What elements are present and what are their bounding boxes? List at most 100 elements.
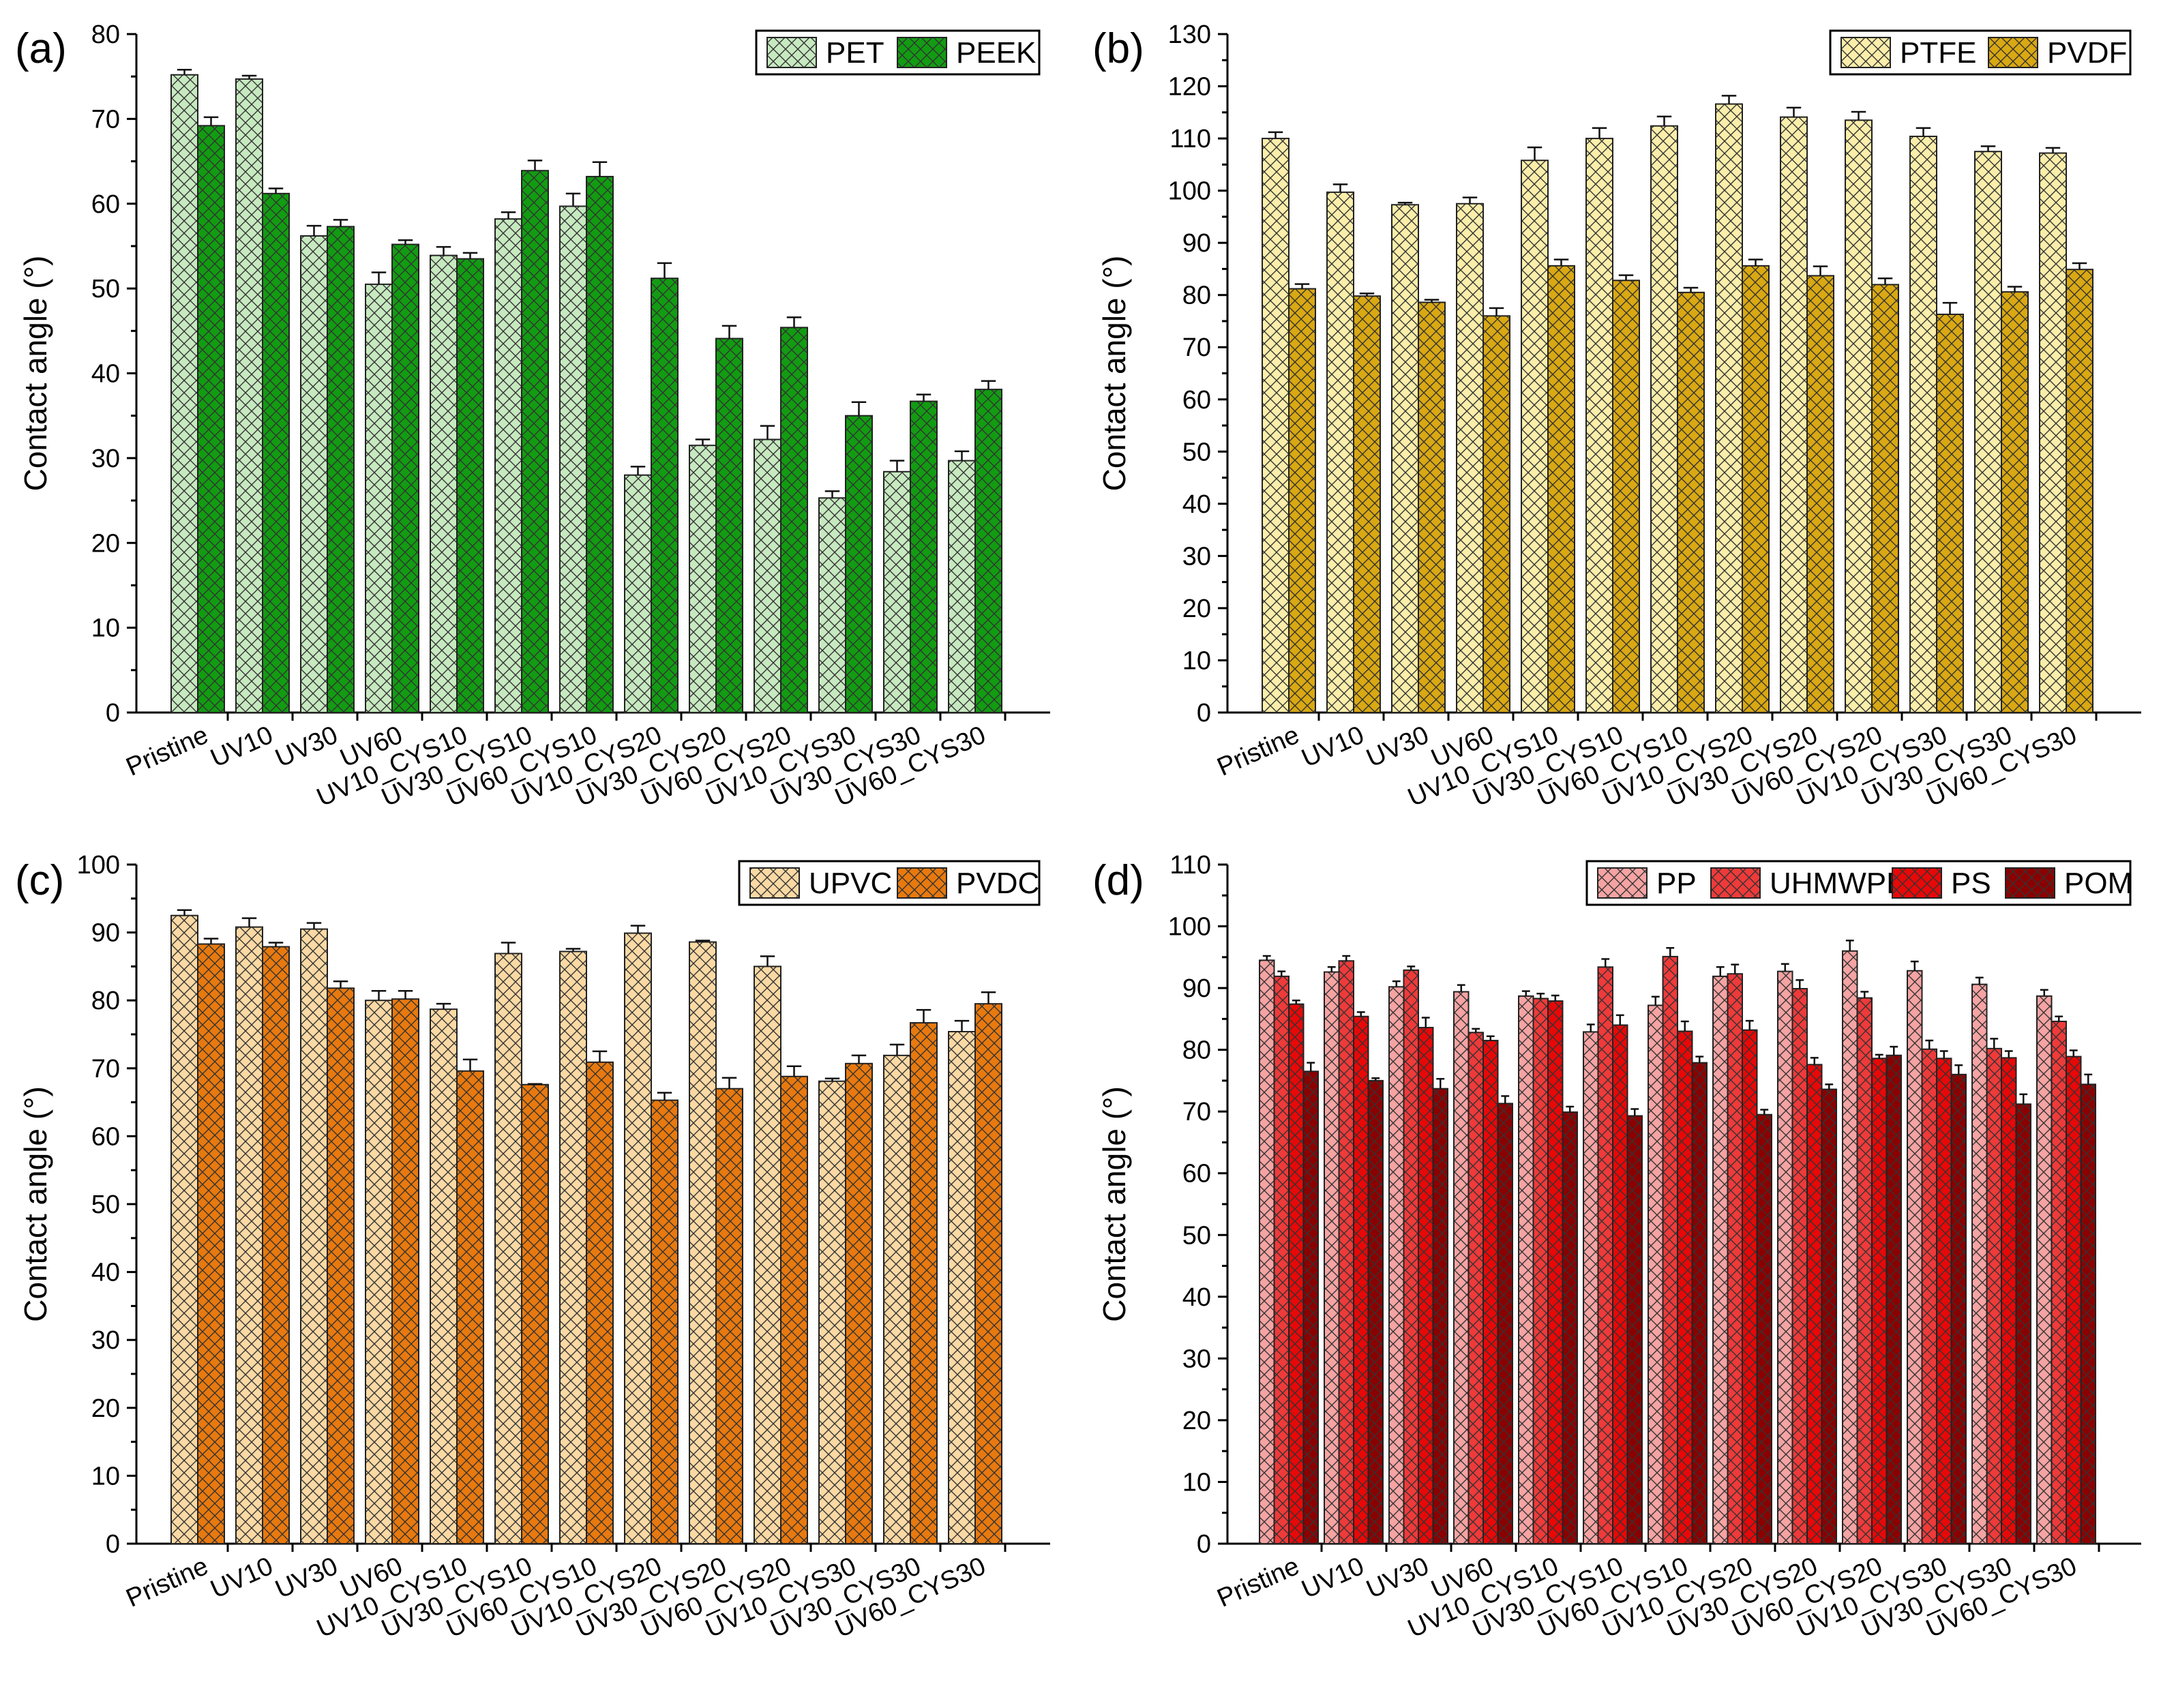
y-tick-label: 90 [1182, 974, 1211, 1003]
bar-pom-uv10 [1367, 1079, 1384, 1544]
y-tick-label: 60 [1182, 1160, 1211, 1188]
error-bar [527, 1083, 543, 1085]
legend-swatch-upvc [749, 867, 800, 899]
error-bar [1536, 992, 1545, 999]
y-tick-label: 100 [77, 851, 120, 880]
error-bar [1795, 979, 1804, 989]
error-bar [1877, 277, 1893, 285]
bar-uhmwpe-uv30 [1403, 969, 1419, 1545]
legend-swatch-pom [2005, 867, 2055, 899]
bar-pet-uv30_cys30 [883, 470, 911, 714]
bar-ptfe-uv30_cys20 [1780, 116, 1808, 713]
error-bar [721, 1077, 737, 1089]
bar-ps-uv10 [1353, 1015, 1369, 1544]
error-bar [1716, 966, 1725, 976]
y-tick-label: 30 [91, 445, 120, 473]
bar-pom-uv60_cys30 [2080, 1083, 2096, 1544]
error-bar [1486, 1035, 1495, 1041]
bar-pvdc-uv10_cys10 [456, 1070, 484, 1545]
error-bar [1942, 301, 1958, 315]
bar-pp-uv30 [1388, 986, 1405, 1544]
x-tick-label: Pristine [1213, 721, 1304, 782]
bar-ps-uv10_cys10 [1547, 1000, 1564, 1544]
bar-uhmwpe-uv30_cys20 [1791, 987, 1808, 1544]
y-tick-label: 40 [91, 360, 120, 389]
legend-swatch-ps [1892, 867, 1942, 899]
y-tick-label: 0 [106, 699, 120, 728]
bar-uhmwpe-uv30_cys30 [1986, 1047, 2002, 1544]
y-tick-label: 30 [1182, 542, 1211, 571]
y-tick-label: 10 [91, 614, 120, 643]
bar-pom-uv60_cys20 [1886, 1054, 1902, 1544]
legend-label-peek: PEEK [956, 36, 1036, 70]
bar-pp-uv10_cys30 [1907, 970, 1923, 1544]
bar-pp-uv60 [1453, 991, 1470, 1545]
error-bar [1292, 999, 1300, 1004]
y-tick-label: 80 [1182, 282, 1211, 310]
bar-pvdc-uv10_cys30 [845, 1062, 873, 1544]
bar-ps-uv30_cys20 [1806, 1064, 1823, 1545]
bar-pom-uv10_cys10 [1562, 1111, 1578, 1544]
bar-uhmwpe-uv10_cys10 [1532, 998, 1549, 1544]
error-bar [2055, 1015, 2063, 1021]
error-bar [1566, 1105, 1575, 1113]
bar-upvc-pristine [170, 914, 198, 1544]
bar-pvdf-uv60_cys10 [1677, 291, 1705, 714]
bar-upvc-uv30_cys30 [883, 1054, 911, 1544]
error-bar [436, 1002, 451, 1010]
bar-upvc-uv60_cys10 [559, 950, 587, 1545]
error-bar [1748, 258, 1763, 266]
legend-label-pom: POM [2064, 867, 2132, 900]
error-bar [1916, 127, 1931, 137]
error-bar [1731, 963, 1740, 974]
y-tick-label: 20 [1182, 1407, 1211, 1435]
bar-pet-pristine [170, 74, 198, 713]
bar-ps-uv10_cys30 [1936, 1058, 1952, 1544]
error-bar [2069, 1049, 2078, 1057]
bar-pvdf-uv30_cys20 [1806, 275, 1834, 714]
error-bar [2007, 286, 2023, 293]
error-bar [1695, 1055, 1704, 1063]
error-bar [398, 239, 413, 245]
bar-pvdf-uv60_cys20 [1871, 284, 1899, 713]
y-tick-label: 40 [1182, 490, 1211, 519]
y-tick-label: 10 [91, 1462, 120, 1490]
error-bar [851, 1054, 867, 1064]
y-tick-label: 10 [1182, 646, 1211, 675]
error-bar [501, 942, 516, 954]
bar-ps-uv30 [1418, 1027, 1434, 1545]
error-bar [1472, 1028, 1480, 1033]
error-bar [954, 1019, 970, 1032]
y-tick-label: 70 [91, 105, 120, 134]
legend: UPVC PVDC [738, 860, 1041, 906]
error-bar [889, 460, 905, 472]
bar-pet-uv10_cys10 [430, 254, 458, 713]
y-tick-label: 20 [91, 1394, 120, 1423]
x-tick-label: UV10 [207, 721, 278, 773]
y-axis-label: Contact angle (°) [1097, 1086, 1132, 1322]
legend-label-ps: PS [1951, 867, 1991, 900]
y-tick-label: 50 [91, 275, 120, 303]
error-bar [2019, 1093, 2028, 1105]
bar-ptfe-uv10 [1326, 191, 1354, 713]
bar-uhmwpe-uv60_cys10 [1662, 955, 1678, 1544]
x-tick-label: UV30 [1362, 1552, 1433, 1604]
bar-ptfe-uv30_cys10 [1585, 138, 1613, 714]
bar-upvc-uv10_cys20 [624, 932, 652, 1544]
legend-swatch-pp [1597, 867, 1648, 899]
bar-ptfe-uv60_cys20 [1845, 119, 1873, 714]
bar-peek-uv30_cys20 [715, 338, 743, 714]
error-bar [2084, 1073, 2093, 1085]
legend-label-pvdc: PVDC [956, 867, 1039, 900]
error-bar [1980, 145, 1996, 152]
error-bar [786, 316, 802, 328]
bar-pvdf-uv10_cys20 [1742, 265, 1770, 714]
bar-pom-uv30_cys30 [2015, 1103, 2031, 1545]
error-bar [1327, 966, 1336, 972]
error-bar [1990, 1038, 1999, 1049]
error-bar [1342, 955, 1351, 961]
bar-ptfe-pristine [1262, 138, 1290, 714]
bar-pvdf-uv10_cys30 [1936, 314, 1964, 713]
bar-pom-uv30_cys10 [1626, 1115, 1643, 1544]
